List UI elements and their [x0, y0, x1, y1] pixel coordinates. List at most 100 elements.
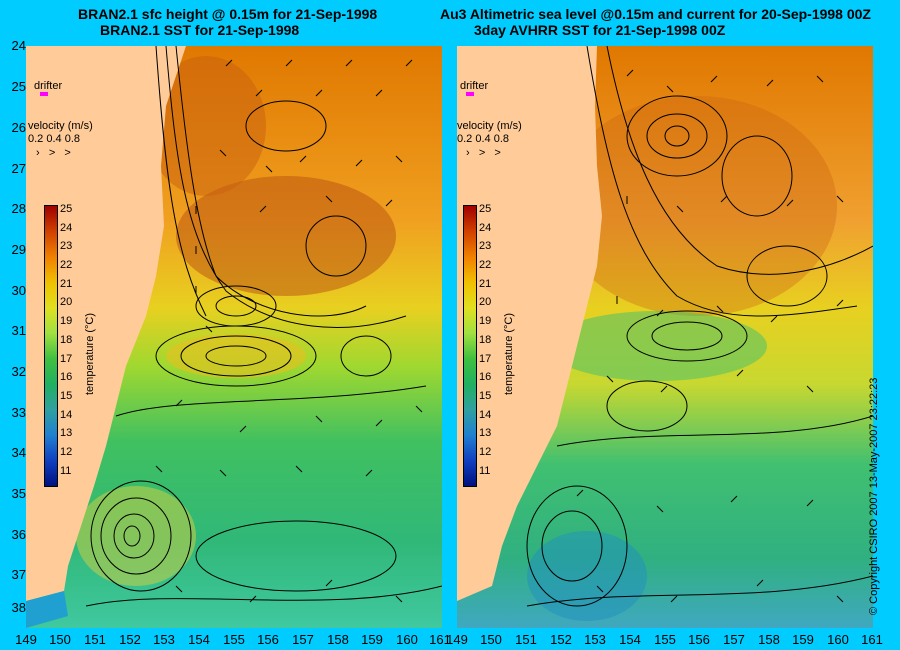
- right-map-panel: [457, 46, 873, 628]
- x-tick: 153: [153, 632, 175, 647]
- velocity-arrows: [155, 59, 423, 603]
- x-tick: 156: [688, 632, 710, 647]
- left-colorbar-ticks: 25 24 23 22 21 20 19 18 17 16 15 14 13 1…: [60, 203, 82, 483]
- cbar-tick: 12: [60, 445, 73, 458]
- right-colorbar-ticks: 25 24 23 22 21 20 19 18 17 16 15 14 13 1…: [479, 203, 501, 483]
- cbar-tick: 21: [479, 277, 492, 290]
- x-tick: 154: [619, 632, 641, 647]
- cbar-tick: 15: [479, 389, 492, 402]
- left-drifter-label: drifter: [34, 80, 63, 92]
- cbar-tick: 18: [479, 333, 492, 346]
- left-map-panel: [26, 46, 442, 628]
- y-tick: 34: [11, 445, 26, 460]
- cbar-tick: 25: [479, 203, 492, 215]
- right-colorbar-label: temperature (°C): [503, 312, 515, 395]
- left-drifter-marker: [40, 92, 48, 96]
- x-tick: 156: [257, 632, 279, 647]
- cbar-tick: 14: [60, 408, 73, 421]
- y-tick: 26: [11, 120, 26, 135]
- x-tick: 150: [480, 632, 502, 647]
- right-velocity-ticks: 0.2 0.4 0.8: [457, 133, 509, 145]
- x-tick: 161: [429, 632, 451, 647]
- cbar-tick: 23: [60, 240, 73, 253]
- vel-tick: 0.4: [46, 133, 62, 145]
- cbar-tick: 15: [60, 389, 73, 402]
- left-colorbar-label: temperature (°C): [84, 312, 96, 395]
- left-colorbar: [44, 205, 58, 487]
- velocity-arrows: [576, 69, 844, 603]
- y-tick: 35: [11, 486, 26, 501]
- y-tick: 24: [11, 38, 26, 53]
- left-velocity-label: velocity (m/s): [28, 120, 93, 132]
- cbar-tick: 13: [60, 427, 73, 440]
- y-tick: 29: [11, 242, 26, 257]
- y-tick: 37: [11, 567, 26, 582]
- x-tick: 155: [654, 632, 676, 647]
- x-tick: 153: [584, 632, 606, 647]
- cbar-tick: 23: [479, 240, 492, 253]
- cbar-tick: 21: [60, 277, 73, 290]
- cbar-tick: 16: [60, 371, 73, 384]
- left-title-line-2: BRAN2.1 SST for 21-Sep-1998: [100, 22, 300, 38]
- x-tick: 149: [446, 632, 468, 647]
- x-tick: 149: [15, 632, 37, 647]
- cbar-tick: 18: [60, 333, 73, 346]
- vel-tick: 0.4: [475, 133, 491, 145]
- left-sst-map: [26, 46, 442, 628]
- y-tick: 28: [11, 201, 26, 216]
- left-velocity-ticks: 0.2 0.4 0.8: [28, 133, 80, 145]
- y-tick: 25: [11, 79, 26, 94]
- copyright-text: © Copyright CSIRO 2007 13-May-2007 23:22…: [868, 377, 880, 615]
- cbar-tick: 24: [60, 221, 73, 234]
- cbar-tick: 14: [479, 408, 492, 421]
- x-tick: 152: [119, 632, 141, 647]
- cbar-tick: 17: [60, 352, 73, 365]
- right-title-line-1: Au3 Altimetric sea level @0.15m and curr…: [440, 6, 871, 22]
- cbar-tick: 11: [60, 464, 72, 477]
- right-colorbar: [463, 205, 477, 487]
- y-tick: 36: [11, 527, 26, 542]
- x-tick: 160: [827, 632, 849, 647]
- x-tick: 154: [188, 632, 210, 647]
- cbar-tick: 20: [479, 296, 492, 309]
- cbar-tick: 12: [479, 445, 492, 458]
- vel-tick: 0.8: [64, 133, 81, 145]
- x-tick: 157: [723, 632, 745, 647]
- x-tick: 151: [515, 632, 537, 647]
- vel-tick: 0.2: [28, 133, 44, 145]
- vel-tick: 0.8: [493, 133, 510, 145]
- x-tick: 159: [361, 632, 383, 647]
- vel-tick: 0.2: [457, 133, 473, 145]
- cbar-tick: 17: [479, 352, 492, 365]
- x-tick: 150: [49, 632, 71, 647]
- cbar-tick: 16: [479, 371, 492, 384]
- cbar-tick: 20: [60, 296, 73, 309]
- cbar-tick: 11: [479, 464, 491, 477]
- x-tick: 159: [792, 632, 814, 647]
- left-title-line-1: BRAN2.1 sfc height @ 0.15m for 21-Sep-19…: [78, 6, 378, 22]
- right-drifter-label: drifter: [460, 80, 489, 92]
- left-velocity-arrows: › > >: [36, 147, 71, 159]
- y-tick: 30: [11, 283, 26, 298]
- cbar-tick: 22: [60, 259, 73, 272]
- y-tick: 38: [11, 600, 26, 615]
- y-tick: 32: [11, 364, 26, 379]
- cbar-tick: 13: [479, 427, 492, 440]
- land-mass: [26, 46, 186, 601]
- x-tick: 151: [84, 632, 106, 647]
- right-title-line-2: 3day AVHRR SST for 21-Sep-1998 00Z: [474, 22, 726, 38]
- x-tick: 160: [396, 632, 418, 647]
- y-tick: 33: [11, 405, 26, 420]
- right-velocity-label: velocity (m/s): [457, 120, 522, 132]
- x-tick: 152: [550, 632, 572, 647]
- y-tick: 31: [11, 323, 26, 338]
- cbar-tick: 19: [60, 315, 73, 328]
- cbar-tick: 24: [479, 221, 492, 234]
- right-drifter-marker: [466, 92, 474, 96]
- x-tick: 157: [292, 632, 314, 647]
- right-velocity-arrows: › > >: [466, 147, 501, 159]
- y-tick: 27: [11, 161, 26, 176]
- x-tick: 161: [861, 632, 883, 647]
- right-sst-map: [457, 46, 873, 628]
- cbar-tick: 25: [60, 203, 73, 215]
